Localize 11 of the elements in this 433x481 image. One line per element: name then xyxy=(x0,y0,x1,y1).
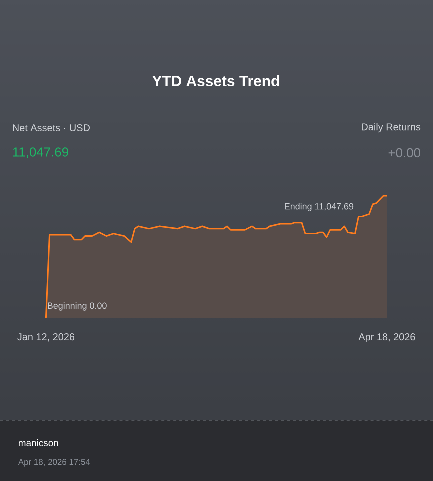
annotation: Beginning 0.00 xyxy=(48,302,107,311)
text: Daily Returns xyxy=(362,123,420,133)
x-tick-label: Jan 12, 2026 xyxy=(17,334,74,342)
annotation: Ending 11,047.69 xyxy=(284,203,354,212)
text: manicson xyxy=(18,440,58,446)
text: Net Assets · USD xyxy=(13,124,90,132)
chart-title: YTD Assets Trend xyxy=(152,76,279,86)
text: +0.00 xyxy=(388,148,420,158)
text: Apr 18, 2026 17:54 xyxy=(18,459,90,467)
x-tick-label: Apr 18, 2026 xyxy=(358,334,416,343)
text: 11,047.69 xyxy=(13,148,68,158)
